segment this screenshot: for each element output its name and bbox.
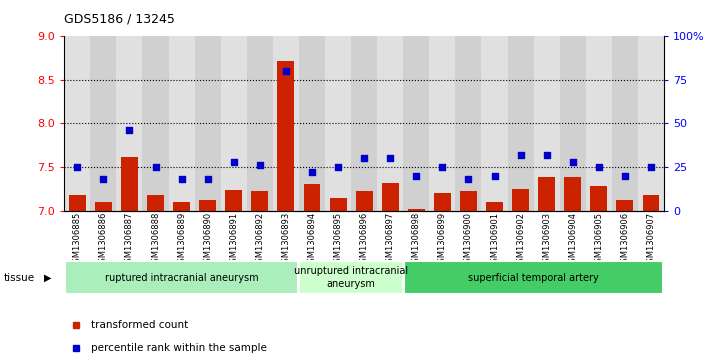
Bar (512, 189, 529, 211)
FancyBboxPatch shape (65, 261, 298, 294)
Text: transformed count: transformed count (91, 321, 188, 330)
Bar (69, 195, 86, 211)
Point (358, 155, 370, 161)
FancyBboxPatch shape (404, 261, 663, 294)
Bar (303, 184, 321, 211)
Bar (564, 178, 581, 211)
Point (385, 155, 396, 161)
Point (619, 173, 630, 179)
Text: GDS5186 / 13245: GDS5186 / 13245 (64, 13, 175, 26)
Text: superficial temporal artery: superficial temporal artery (468, 273, 599, 283)
Bar (299, 36, 325, 211)
Point (645, 164, 657, 170)
Bar (325, 36, 351, 211)
Point (306, 169, 318, 175)
Bar (173, 202, 190, 211)
Bar (147, 195, 164, 211)
FancyBboxPatch shape (299, 261, 403, 294)
Bar (590, 186, 608, 211)
Point (124, 127, 135, 133)
Bar (382, 183, 398, 211)
Point (228, 159, 239, 165)
Point (489, 173, 501, 179)
Point (541, 152, 553, 158)
Bar (330, 198, 346, 211)
Point (176, 176, 187, 182)
Bar (616, 200, 633, 211)
Bar (403, 36, 429, 211)
Text: unruptured intracranial
aneurysm: unruptured intracranial aneurysm (294, 266, 408, 289)
Bar (278, 61, 294, 211)
Bar (251, 191, 268, 211)
Bar (195, 36, 221, 211)
Point (280, 68, 291, 74)
Bar (560, 36, 585, 211)
Bar (533, 36, 560, 211)
Point (567, 159, 578, 165)
Point (202, 176, 213, 182)
Bar (612, 36, 638, 211)
Bar (226, 189, 242, 211)
Bar (199, 200, 216, 211)
Point (593, 164, 605, 170)
Bar (121, 156, 138, 211)
Bar (64, 36, 91, 211)
Bar (456, 36, 481, 211)
Bar (247, 36, 273, 211)
Point (332, 164, 343, 170)
Bar (116, 36, 143, 211)
Bar (91, 36, 116, 211)
Text: percentile rank within the sample: percentile rank within the sample (91, 343, 267, 352)
Bar (221, 36, 247, 211)
Bar (538, 178, 555, 211)
Bar (351, 36, 377, 211)
Bar (95, 202, 112, 211)
Bar (143, 36, 169, 211)
Bar (408, 209, 425, 211)
Text: ▶: ▶ (44, 273, 52, 283)
Bar (585, 36, 612, 211)
Bar (273, 36, 299, 211)
Bar (481, 36, 508, 211)
Bar (638, 36, 664, 211)
Bar (460, 191, 477, 211)
Bar (643, 195, 660, 211)
Point (437, 164, 448, 170)
Point (411, 173, 422, 179)
Bar (486, 202, 503, 211)
Bar (377, 36, 403, 211)
Point (98, 176, 109, 182)
Bar (169, 36, 195, 211)
Text: tissue: tissue (4, 273, 35, 283)
Point (254, 162, 266, 168)
Point (463, 176, 474, 182)
Bar (508, 36, 533, 211)
Text: ruptured intracranial aneurysm: ruptured intracranial aneurysm (105, 273, 258, 283)
Point (150, 164, 161, 170)
Bar (434, 193, 451, 211)
Point (515, 152, 526, 158)
Bar (429, 36, 456, 211)
Point (71, 164, 83, 170)
Bar (356, 191, 373, 211)
